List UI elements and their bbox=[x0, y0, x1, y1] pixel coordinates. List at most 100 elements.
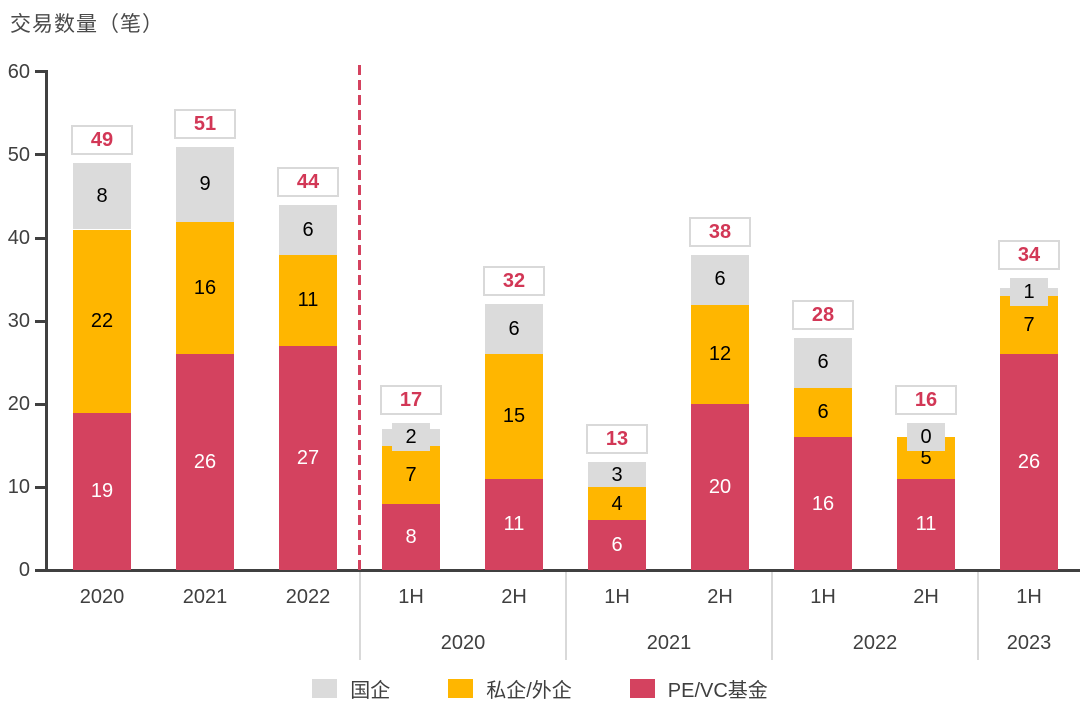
x-axis-group-label: 2020 bbox=[440, 632, 486, 654]
segment-value-badge: 0 bbox=[907, 423, 945, 451]
y-axis-tick bbox=[35, 153, 45, 156]
x-axis-label: 1H bbox=[604, 586, 630, 608]
y-axis-tick-label: 20 bbox=[7, 393, 30, 415]
legend-label: 私企/外企 bbox=[486, 680, 572, 702]
y-axis-tick-label: 50 bbox=[7, 144, 30, 166]
segment-value-label: 6 bbox=[508, 318, 520, 340]
x-axis-label: 2H bbox=[913, 586, 939, 608]
segment-value-label: 27 bbox=[296, 447, 320, 469]
segment-value-label: 20 bbox=[708, 476, 732, 498]
bar-segment-private bbox=[588, 487, 646, 520]
x-axis-label: 2020 bbox=[79, 586, 125, 608]
x-axis-label: 2H bbox=[707, 586, 733, 608]
segment-value-label: 4 bbox=[611, 493, 623, 515]
bar-segment-soe bbox=[691, 255, 749, 305]
x-axis-group-label: 2023 bbox=[1006, 632, 1052, 654]
bar-segment-pevc bbox=[588, 520, 646, 570]
bar-segment-soe bbox=[73, 163, 131, 229]
total-value-box: 49 bbox=[71, 125, 133, 155]
segment-value-label: 26 bbox=[193, 451, 217, 473]
group-separator-line bbox=[771, 572, 773, 660]
x-axis-label: 2022 bbox=[285, 586, 331, 608]
x-axis-label: 1H bbox=[398, 586, 424, 608]
legend-label: 国企 bbox=[350, 680, 391, 702]
total-value-box: 28 bbox=[792, 300, 854, 330]
y-axis-tick-label: 10 bbox=[7, 476, 30, 498]
segment-value-label: 7 bbox=[1023, 314, 1035, 336]
segment-value-label: 11 bbox=[503, 513, 525, 535]
bar-segment-pevc bbox=[897, 479, 955, 570]
total-value-box: 44 bbox=[277, 167, 339, 197]
bar-segment-soe bbox=[588, 462, 646, 487]
y-axis-tick-label: 30 bbox=[7, 310, 30, 332]
segment-value-label: 26 bbox=[1017, 451, 1041, 473]
y-axis-tick bbox=[35, 486, 45, 489]
segment-value-label: 9 bbox=[199, 173, 211, 195]
total-value-box: 34 bbox=[998, 240, 1060, 270]
bar-segment-pevc bbox=[73, 412, 131, 570]
segment-value-badge: 2 bbox=[392, 423, 430, 451]
bar-segment-private bbox=[279, 255, 337, 346]
segment-value-label: 5 bbox=[920, 447, 932, 469]
segment-value-label: 11 bbox=[915, 513, 937, 535]
segment-value-label: 7 bbox=[405, 464, 417, 486]
y-axis-tick-label: 40 bbox=[7, 227, 30, 249]
legend-label: PE/VC基金 bbox=[667, 680, 768, 702]
segment-value-label: 19 bbox=[90, 480, 114, 502]
segment-value-label: 6 bbox=[817, 401, 829, 423]
x-axis-line bbox=[45, 569, 1080, 572]
total-value-box: 51 bbox=[174, 109, 236, 139]
total-value-box: 38 bbox=[689, 217, 751, 247]
legend: 国企 私企/外企 PE/VC基金 bbox=[0, 674, 1080, 703]
y-axis-tick bbox=[35, 569, 45, 572]
bar-segment-private bbox=[691, 304, 749, 404]
legend-swatch-soe bbox=[312, 679, 338, 698]
y-axis-tick bbox=[35, 403, 45, 406]
bar-segment-soe bbox=[279, 205, 337, 255]
segment-value-label: 15 bbox=[502, 405, 526, 427]
segment-value-label: 16 bbox=[811, 493, 835, 515]
segment-value-label: 11 bbox=[297, 289, 319, 311]
segment-value-label: 16 bbox=[193, 277, 217, 299]
bar-segment-private bbox=[485, 354, 543, 479]
total-value-box: 32 bbox=[483, 266, 545, 296]
group-separator-line bbox=[359, 572, 361, 660]
bar-segment-private bbox=[382, 446, 440, 504]
x-axis-group-label: 2022 bbox=[852, 632, 898, 654]
segment-value-label: 6 bbox=[714, 268, 726, 290]
bar-segment-soe bbox=[485, 304, 543, 354]
bar-segment-pevc bbox=[382, 504, 440, 570]
total-value-box: 13 bbox=[586, 424, 648, 454]
legend-item-private: 私企/外企 bbox=[448, 674, 572, 703]
legend-swatch-private bbox=[448, 679, 474, 698]
bar-segment-pevc bbox=[485, 479, 543, 570]
bar-segment-private bbox=[794, 387, 852, 437]
total-value-box: 16 bbox=[895, 385, 957, 415]
y-axis-tick-label: 0 bbox=[18, 559, 30, 581]
segment-value-label: 6 bbox=[817, 351, 829, 373]
bar-segment-pevc bbox=[1000, 354, 1058, 570]
dashed-divider-line bbox=[358, 65, 361, 570]
segment-value-label: 6 bbox=[611, 534, 623, 556]
segment-value-label: 6 bbox=[302, 219, 314, 241]
segment-value-label: 3 bbox=[611, 464, 623, 486]
bar-segment-soe bbox=[794, 338, 852, 388]
bar-segment-pevc bbox=[691, 404, 749, 570]
y-axis-tick bbox=[35, 320, 45, 323]
bar-segment-pevc bbox=[794, 437, 852, 570]
legend-swatch-pevc bbox=[629, 679, 655, 698]
bar-segment-pevc bbox=[279, 346, 337, 570]
total-value-box: 17 bbox=[380, 385, 442, 415]
x-axis-label: 1H bbox=[810, 586, 836, 608]
x-axis-label: 2021 bbox=[182, 586, 228, 608]
y-axis-line bbox=[45, 70, 48, 572]
group-separator-line bbox=[565, 572, 567, 660]
segment-value-label: 8 bbox=[405, 526, 417, 548]
chart-title: 交易数量（笔） bbox=[10, 13, 164, 36]
x-axis-label: 2H bbox=[501, 586, 527, 608]
legend-item-soe: 国企 bbox=[312, 674, 390, 703]
segment-value-label: 8 bbox=[96, 185, 108, 207]
segment-value-badge: 1 bbox=[1010, 278, 1048, 306]
